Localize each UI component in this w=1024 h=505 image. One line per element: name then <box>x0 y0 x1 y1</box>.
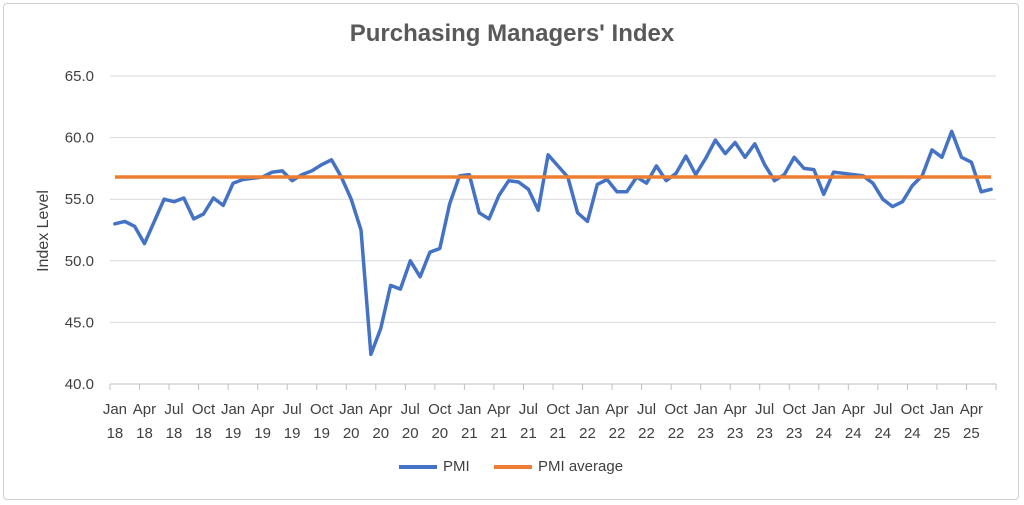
x-tick-label-month: Apr <box>133 401 156 418</box>
series-group <box>113 129 993 357</box>
x-tick-label-year: 23 <box>756 425 773 442</box>
x-tick-label-year: 24 <box>815 425 832 442</box>
x-tick-label-month: Jan <box>457 401 481 418</box>
x-tick-label-month: Jan <box>339 401 363 418</box>
x-tick-label-year: 25 <box>963 425 980 442</box>
x-tick-label-month: Jan <box>575 401 599 418</box>
x-tick-label-year: 21 <box>550 425 567 442</box>
x-tick-label-year: 21 <box>520 425 537 442</box>
x-axis <box>109 383 997 390</box>
x-axis-ticks: Jan 18 Apr 18 Jul 18 Oct 18 Jan 19 Apr 19 Jul 19 Oct 19… <box>103 401 983 442</box>
legend-swatch-pmi-average <box>494 464 532 469</box>
x-tick-label-month: Oct <box>664 401 688 418</box>
x-tick-label-month: Oct <box>783 401 807 418</box>
x-tick-label-year: 21 <box>491 425 508 442</box>
x-tick-label-year: 19 <box>284 425 301 442</box>
x-tick-label-month: Jul <box>637 401 656 418</box>
legend-item-pmi-average: PMI average <box>494 458 623 475</box>
x-tick-label-year: 19 <box>254 425 271 442</box>
x-tick-label-month: Oct <box>310 401 334 418</box>
x-tick-label-year: 24 <box>904 425 921 442</box>
x-tick-label-year: 18 <box>136 425 153 442</box>
x-tick-label-year: 18 <box>166 425 183 442</box>
x-tick-label-month: Jul <box>164 401 183 418</box>
x-tick-label-year: 24 <box>845 425 862 442</box>
gridlines <box>110 75 996 323</box>
y-axis-ticks: 65.0 60.0 55.0 50.0 45.0 40.0 <box>65 68 94 393</box>
y-tick-label: 65.0 <box>65 68 94 85</box>
x-tick-label-year: 24 <box>874 425 891 442</box>
x-tick-label-year: 20 <box>372 425 389 442</box>
legend-swatch-pmi <box>399 464 437 469</box>
y-tick-label: 40.0 <box>65 376 94 393</box>
legend-label-pmi-average: PMI average <box>538 458 624 475</box>
x-tick-label-month: Apr <box>723 401 746 418</box>
x-tick-label-year: 20 <box>343 425 360 442</box>
x-tick-label-month: Jan <box>221 401 245 418</box>
x-tick-label-year: 23 <box>786 425 803 442</box>
x-tick-label-month: Apr <box>960 401 983 418</box>
x-tick-label-year: 22 <box>668 425 685 442</box>
x-tick-label-month: Jul <box>519 401 538 418</box>
x-tick-label-year: 21 <box>461 425 478 442</box>
chart-frame <box>3 3 1019 500</box>
x-tick-label-month: Oct <box>901 401 925 418</box>
y-tick-label: 45.0 <box>65 314 94 331</box>
x-tick-label-month: Jan <box>930 401 954 418</box>
x-tick-label-month: Jul <box>283 401 302 418</box>
x-tick-label-year: 23 <box>697 425 714 442</box>
y-tick-label: 50.0 <box>65 253 94 270</box>
x-tick-label-year: 19 <box>313 425 330 442</box>
legend-label-pmi: PMI <box>443 458 470 475</box>
x-tick-label-year: 18 <box>195 425 212 442</box>
x-tick-label-month: Jan <box>812 401 836 418</box>
x-tick-label-year: 20 <box>431 425 448 442</box>
legend: PMI PMI average <box>0 458 1024 482</box>
x-tick-label-month: Apr <box>487 401 510 418</box>
x-tick-label-month: Jul <box>755 401 774 418</box>
series-line-pmi <box>113 129 993 357</box>
x-tick-label-month: Jul <box>401 401 420 418</box>
x-tick-label-month: Jan <box>103 401 127 418</box>
x-tick-label-month: Jul <box>873 401 892 418</box>
x-tick-label-year: 22 <box>579 425 596 442</box>
legend-item-pmi: PMI <box>399 458 470 475</box>
x-tick-label-month: Jan <box>693 401 717 418</box>
x-tick-label-year: 23 <box>727 425 744 442</box>
x-tick-label-month: Oct <box>546 401 570 418</box>
x-tick-label-year: 25 <box>934 425 951 442</box>
chart-title: Purchasing Managers' Index <box>349 20 675 47</box>
x-tick-label-month: Oct <box>192 401 216 418</box>
x-tick-label-year: 19 <box>225 425 242 442</box>
x-tick-label-year: 18 <box>107 425 124 442</box>
y-tick-label: 55.0 <box>65 191 94 208</box>
x-tick-label-month: Apr <box>605 401 628 418</box>
x-tick-label-month: Apr <box>251 401 274 418</box>
x-tick-label-year: 20 <box>402 425 419 442</box>
x-tick-label-year: 22 <box>609 425 626 442</box>
x-tick-label-month: Oct <box>428 401 452 418</box>
y-tick-label: 60.0 <box>65 130 94 147</box>
x-tick-label-year: 22 <box>638 425 655 442</box>
x-tick-label-month: Apr <box>369 401 392 418</box>
y-axis-label: Index Level <box>35 190 52 272</box>
x-tick-label-month: Apr <box>842 401 865 418</box>
